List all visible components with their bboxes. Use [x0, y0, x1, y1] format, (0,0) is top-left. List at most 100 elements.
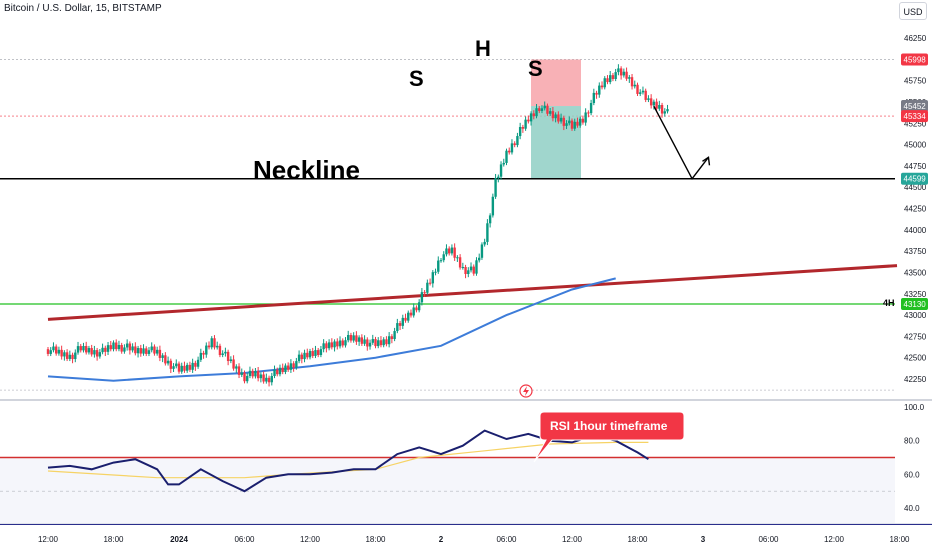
candle-body: [46, 349, 50, 354]
candle-body: [278, 367, 282, 375]
candle-body: [622, 71, 626, 76]
candle-body: [90, 348, 93, 355]
candle-body: [404, 317, 407, 321]
price-badge-label: 45998: [904, 55, 927, 64]
price-tick-label: 42250: [904, 375, 927, 384]
candle-body: [123, 347, 126, 352]
candle-body: [447, 248, 451, 254]
candle-body: [467, 270, 470, 275]
candle-body: [169, 360, 173, 369]
candle-body: [543, 105, 546, 109]
candle-body: [166, 360, 170, 364]
time-tick-label: 12:00: [38, 535, 59, 544]
candle-body: [505, 150, 508, 163]
candle-body: [417, 302, 421, 311]
candle-body: [415, 307, 418, 311]
alert-lightning-bolt: [523, 386, 529, 396]
candle-body: [246, 376, 249, 382]
candle-body: [226, 351, 230, 362]
candle-body: [218, 345, 222, 356]
time-axis-separator: [0, 523, 932, 524]
candle-body: [546, 105, 549, 114]
candle-body: [611, 75, 615, 80]
time-tick-label: 06:00: [234, 535, 255, 544]
time-tick-label: 2024: [170, 535, 188, 544]
candle-body: [527, 119, 530, 122]
candle-body: [270, 376, 273, 383]
candle-body: [437, 260, 440, 272]
candle-body: [472, 266, 475, 274]
stop-loss-zone: [531, 59, 581, 107]
rsi-tick-label: 60.0: [904, 470, 920, 479]
candle-body: [325, 343, 328, 349]
candle-body: [175, 363, 178, 367]
candle-body: [248, 370, 252, 377]
candle-body: [617, 68, 620, 73]
rising-trendline: [47, 264, 898, 321]
candle-body: [573, 121, 576, 129]
candle-body: [453, 247, 456, 258]
candle-body: [434, 271, 437, 273]
candle-body: [641, 90, 645, 93]
candle-body: [273, 369, 276, 377]
candle-body: [259, 374, 263, 379]
candle-body: [644, 90, 647, 100]
candle-body: [216, 345, 219, 348]
candle-body: [147, 350, 151, 354]
candle-body: [366, 339, 369, 347]
candle-body: [349, 335, 353, 341]
rsi-tick-label: 40.0: [904, 504, 920, 513]
rsi-callout-box: [533, 411, 685, 463]
time-tick-label: 3: [701, 535, 706, 544]
candle-body: [357, 337, 361, 342]
time-tick-label: 12:00: [824, 535, 845, 544]
candle-body: [344, 340, 347, 346]
candle-body: [576, 121, 579, 126]
candle-body: [554, 114, 557, 119]
candle-body: [636, 84, 639, 94]
candle-body: [456, 257, 459, 259]
candle-body: [374, 339, 377, 347]
candle-body: [336, 341, 339, 347]
candle-body: [423, 292, 426, 294]
candle-body: [196, 359, 200, 367]
pane-divider[interactable]: [0, 399, 932, 401]
price-tick-label: 42500: [904, 354, 927, 363]
candle-body: [633, 84, 636, 87]
candle-body: [265, 377, 268, 382]
candle-body: [581, 118, 585, 123]
currency-button[interactable]: USD: [899, 2, 927, 20]
candle-body: [409, 312, 413, 316]
candle-body: [95, 350, 99, 357]
price-badge: [901, 53, 928, 66]
candle-body: [630, 77, 634, 87]
candle-body: [401, 317, 404, 326]
candle-body: [619, 68, 623, 76]
candle-body: [237, 366, 241, 375]
candle-body: [276, 369, 279, 375]
candle-body: [393, 331, 396, 340]
candle-body: [295, 361, 298, 368]
candle-body: [510, 143, 514, 153]
label-right-shoulder: S: [528, 56, 543, 81]
candle-body: [172, 366, 175, 369]
candle-body: [379, 340, 383, 346]
candle-body: [330, 342, 334, 348]
candle-body: [289, 363, 293, 370]
candle-body: [486, 223, 489, 242]
candle-body: [595, 92, 598, 95]
candle-body: [412, 307, 415, 316]
candle-body: [205, 345, 208, 355]
candle-body: [483, 241, 486, 245]
candle-body: [420, 292, 424, 303]
candle-body: [652, 101, 656, 106]
candle-body: [475, 260, 478, 274]
candle-body: [210, 338, 213, 348]
price-tick-label: 44000: [904, 226, 927, 235]
candle-body: [568, 120, 571, 124]
price-badge-label: 45452: [904, 102, 927, 111]
candle-body: [139, 348, 142, 354]
candle-body: [469, 266, 473, 271]
candle-body: [338, 340, 342, 347]
